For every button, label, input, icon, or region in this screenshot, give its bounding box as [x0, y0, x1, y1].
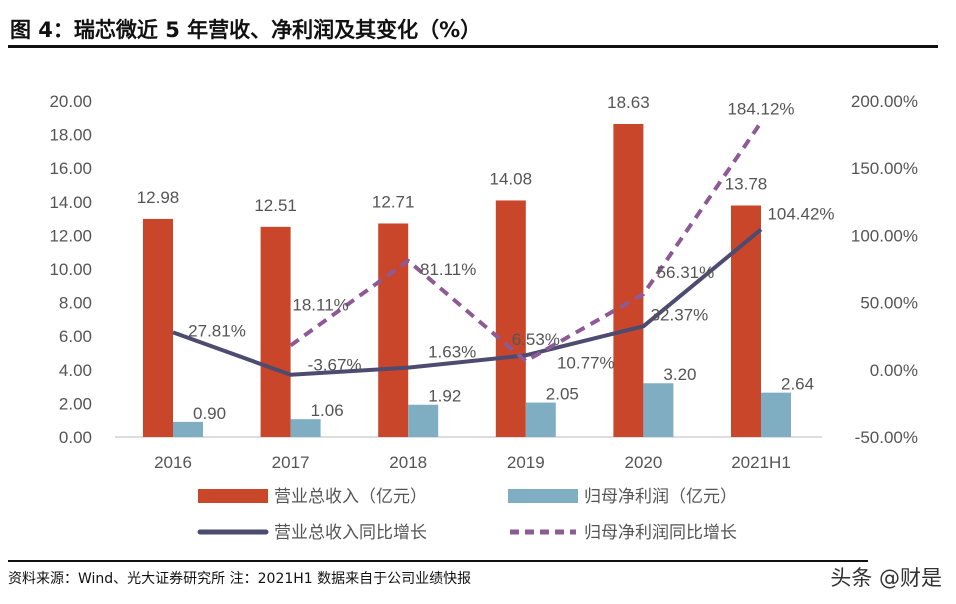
x-axis-tick: 2020: [624, 453, 662, 472]
revenue-growth-label: 1.63%: [428, 343, 476, 362]
left-axis-tick: 0.00: [59, 428, 92, 447]
legend-revenue-swatch: [198, 489, 268, 503]
x-axis-tick: 2016: [154, 453, 192, 472]
revenue-bar: [143, 218, 173, 437]
right-axis-tick: -50.00%: [855, 428, 918, 447]
x-axis-tick: 2019: [507, 453, 545, 472]
net-profit-growth-label: 6.53%: [512, 330, 560, 349]
chart-title: 图 4：瑞芯微近 5 年营收、净利润及其变化（%）: [10, 18, 482, 42]
legend-net-profit-growth-label: 归母净利润同比增长: [584, 523, 737, 542]
revenue-bar: [378, 223, 409, 437]
title-rule: [8, 45, 938, 48]
legend-revenue-label: 营业总收入（亿元）: [274, 487, 427, 506]
watermark: 头条 @财是: [830, 566, 942, 590]
right-axis-tick: 200.00%: [851, 92, 918, 111]
revenue-data-label: 12.98: [137, 188, 180, 207]
revenue-data-label: 18.63: [607, 93, 650, 112]
net-profit-bar: [761, 392, 791, 437]
net-profit-bar: [173, 421, 203, 437]
net-profit-data-label: 1.92: [428, 387, 461, 406]
net-profit-data-label: 2.05: [546, 385, 579, 404]
x-axis-tick: 2021H1: [731, 453, 791, 472]
left-axis-tick: 14.00: [49, 193, 92, 212]
net-profit-bar: [290, 419, 321, 437]
right-axis-tick: 100.00%: [851, 226, 918, 245]
revenue-data-label: 12.51: [254, 196, 297, 215]
revenue-data-label: 14.08: [490, 169, 533, 188]
x-axis-tick: 2018: [389, 453, 427, 472]
revenue-data-label: 13.78: [725, 174, 768, 193]
revenue-bar: [495, 200, 526, 437]
revenue-growth-label: -3.67%: [308, 356, 362, 375]
revenue-data-label: 12.71: [372, 192, 415, 211]
revenue-growth-label: 10.77%: [557, 353, 615, 372]
left-axis-tick: 18.00: [49, 126, 92, 145]
left-axis-tick: 8.00: [59, 294, 92, 313]
left-axis-tick: 20.00: [49, 92, 92, 111]
net-profit-data-label: 2.64: [781, 375, 814, 394]
legend-revenue-growth-label: 营业总收入同比增长: [274, 523, 427, 542]
legend-net-profit-label: 归母净利润（亿元）: [584, 487, 737, 506]
net-profit-growth-label: 81.11%: [420, 260, 476, 279]
net-profit-data-label: 1.06: [311, 401, 344, 420]
revenue-growth-label: 27.81%: [188, 321, 246, 340]
net-profit-growth-label: 56.31%: [657, 263, 715, 282]
revenue-growth-label: 104.42%: [767, 204, 834, 223]
footer-rule: [8, 560, 868, 562]
net-profit-data-label: 3.20: [663, 365, 696, 384]
net-profit-data-label: 0.90: [193, 404, 226, 423]
right-axis-tick: 50.00%: [860, 294, 918, 313]
right-axis-tick: 0.00%: [870, 361, 918, 380]
net-profit-growth-label: 18.11%: [292, 295, 348, 314]
net-profit-bar: [408, 404, 439, 437]
net-profit-bar: [525, 402, 556, 437]
revenue-growth-label: 32.37%: [651, 305, 709, 324]
net-profit-bar: [643, 383, 674, 437]
source-note: 资料来源：Wind、光大证券研究所 注：2021H1 数据来自于公司业绩快报: [8, 571, 472, 587]
chart: 0.00 2.00 4.00 6.00 8.00 10.00 12.00 14.00 16.00…: [49, 92, 918, 542]
left-axis-tick: 4.00: [59, 361, 92, 380]
revenue-bar: [613, 124, 644, 438]
right-axis-tick: 150.00%: [851, 159, 918, 178]
left-axis-tick: 12.00: [49, 226, 92, 245]
revenue-bar: [260, 226, 291, 437]
left-axis-tick: 16.00: [49, 159, 92, 178]
left-axis-tick: 10.00: [49, 260, 92, 279]
legend-net-profit-swatch: [508, 489, 578, 503]
revenue-growth-line: [172, 227, 763, 377]
x-axis-tick: 2017: [272, 453, 310, 472]
left-axis-tick: 2.00: [59, 394, 92, 413]
net-profit-growth-label: 184.12%: [727, 99, 794, 118]
left-axis-tick: 6.00: [59, 327, 92, 346]
